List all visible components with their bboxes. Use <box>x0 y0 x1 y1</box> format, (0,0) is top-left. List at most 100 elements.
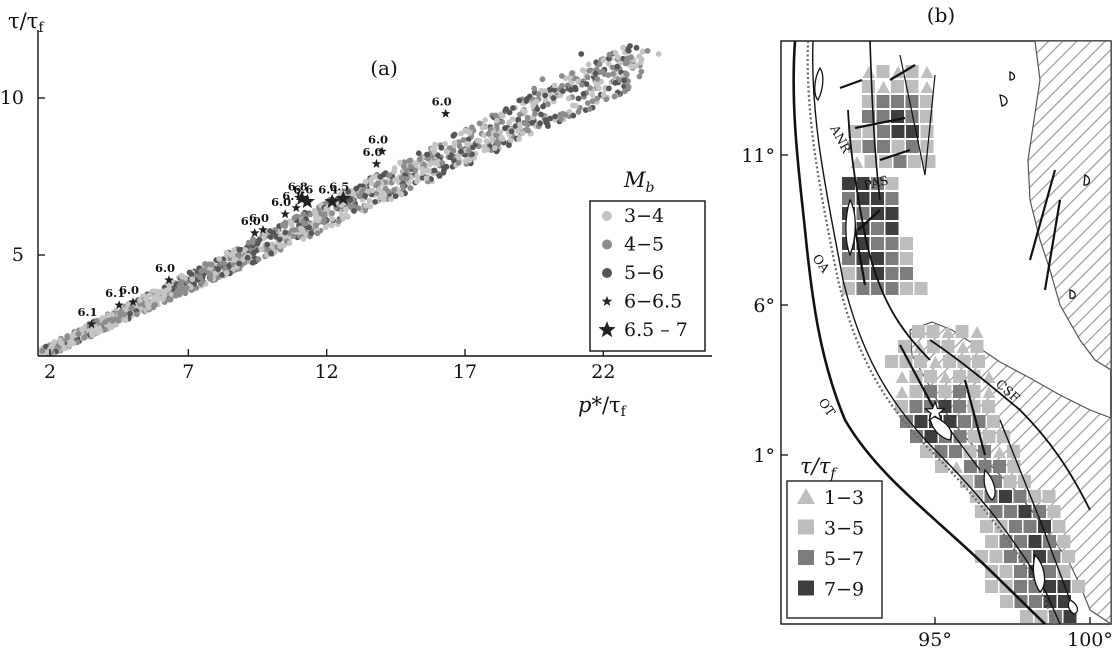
data-point <box>423 175 430 182</box>
data-point <box>450 132 457 139</box>
grid-cell <box>877 140 890 153</box>
data-point <box>458 148 464 155</box>
data-point <box>143 296 150 302</box>
event-label: 6.1 <box>77 305 97 319</box>
data-point <box>483 138 490 145</box>
data-point <box>399 183 406 190</box>
data-point <box>603 96 610 103</box>
grid-cell <box>1043 565 1056 578</box>
data-point <box>572 85 579 92</box>
event-label: 6.1 <box>105 286 125 300</box>
data-point <box>312 210 318 217</box>
grid-cell <box>842 252 855 265</box>
data-point <box>407 157 414 164</box>
y-axis-label: τ/τf <box>8 9 45 36</box>
grid-cell <box>891 95 904 108</box>
grid-cell <box>914 415 928 428</box>
data-point <box>636 73 643 80</box>
data-point <box>575 78 581 85</box>
event-label: 6.0 <box>155 261 175 275</box>
grid-cell <box>1013 490 1027 503</box>
data-point <box>436 173 443 179</box>
data-point <box>605 61 612 67</box>
data-point <box>545 101 551 108</box>
grid-cell <box>900 415 913 428</box>
data-point <box>542 92 548 99</box>
map-ticks: 95° 100° 11° 6° 1° <box>741 145 1113 651</box>
data-point <box>600 57 607 64</box>
data-point <box>558 73 565 79</box>
data-point <box>382 185 389 192</box>
grid-cell <box>885 237 899 250</box>
data-point <box>429 146 436 152</box>
grid-cell <box>985 580 998 593</box>
grid-cell <box>950 461 963 473</box>
grid-cell <box>949 445 962 458</box>
grid-cell <box>1020 610 1033 623</box>
data-point <box>375 180 381 187</box>
data-point <box>425 168 432 174</box>
data-point <box>291 215 298 221</box>
data-point <box>510 105 516 111</box>
data-point <box>470 144 476 151</box>
grid-cell <box>864 155 878 168</box>
data-point <box>338 212 345 219</box>
data-point <box>600 92 607 98</box>
grid-cell <box>982 386 996 398</box>
data-point <box>559 111 566 117</box>
grid-cell <box>908 155 921 168</box>
data-point <box>558 116 564 122</box>
data-point <box>212 270 218 277</box>
data-point <box>335 218 342 225</box>
grid-cell <box>920 81 934 93</box>
data-point <box>497 111 504 118</box>
grid-cell <box>885 252 899 265</box>
grid-cell <box>939 371 952 383</box>
data-point <box>584 74 591 81</box>
data-point <box>587 85 593 91</box>
data-point <box>514 127 521 134</box>
grid-cell <box>1009 520 1022 533</box>
data-point <box>575 95 582 102</box>
data-point <box>391 165 398 171</box>
grid-cell <box>924 370 937 383</box>
data-point <box>125 301 132 307</box>
data-point <box>622 88 628 95</box>
map-legend-label: 3−5 <box>824 518 864 540</box>
grid-cell <box>938 385 952 398</box>
legend-label: 4−5 <box>624 234 664 256</box>
data-point <box>589 92 596 98</box>
data-point <box>351 208 357 214</box>
data-point <box>219 272 226 278</box>
grid-cell <box>953 400 966 413</box>
data-point <box>644 48 651 54</box>
data-point <box>625 83 632 90</box>
grid-cell <box>1014 565 1027 578</box>
data-point <box>559 82 565 89</box>
data-point <box>439 160 446 166</box>
data-point <box>579 81 585 88</box>
data-point <box>166 296 172 303</box>
data-point <box>251 249 257 256</box>
data-point <box>92 326 99 333</box>
event-star <box>377 146 387 156</box>
data-point <box>426 161 433 168</box>
event-star <box>114 300 124 310</box>
grid-cell <box>964 460 977 473</box>
legend-label: 6.5 – 7 <box>624 319 688 341</box>
data-point <box>560 88 566 94</box>
data-point <box>244 254 251 261</box>
grid-cell <box>885 222 899 235</box>
map-legend-marker <box>798 550 814 565</box>
grid-cell <box>920 125 934 138</box>
panel-a-label: (a) <box>370 56 398 80</box>
data-point <box>621 77 627 83</box>
data-point <box>258 246 265 253</box>
data-point <box>302 220 309 227</box>
legend-label: 5−6 <box>624 262 664 284</box>
grid-cell <box>982 371 996 383</box>
event-star <box>299 193 315 209</box>
data-point <box>491 145 498 152</box>
data-point <box>476 138 483 144</box>
legend-marker <box>602 211 612 221</box>
